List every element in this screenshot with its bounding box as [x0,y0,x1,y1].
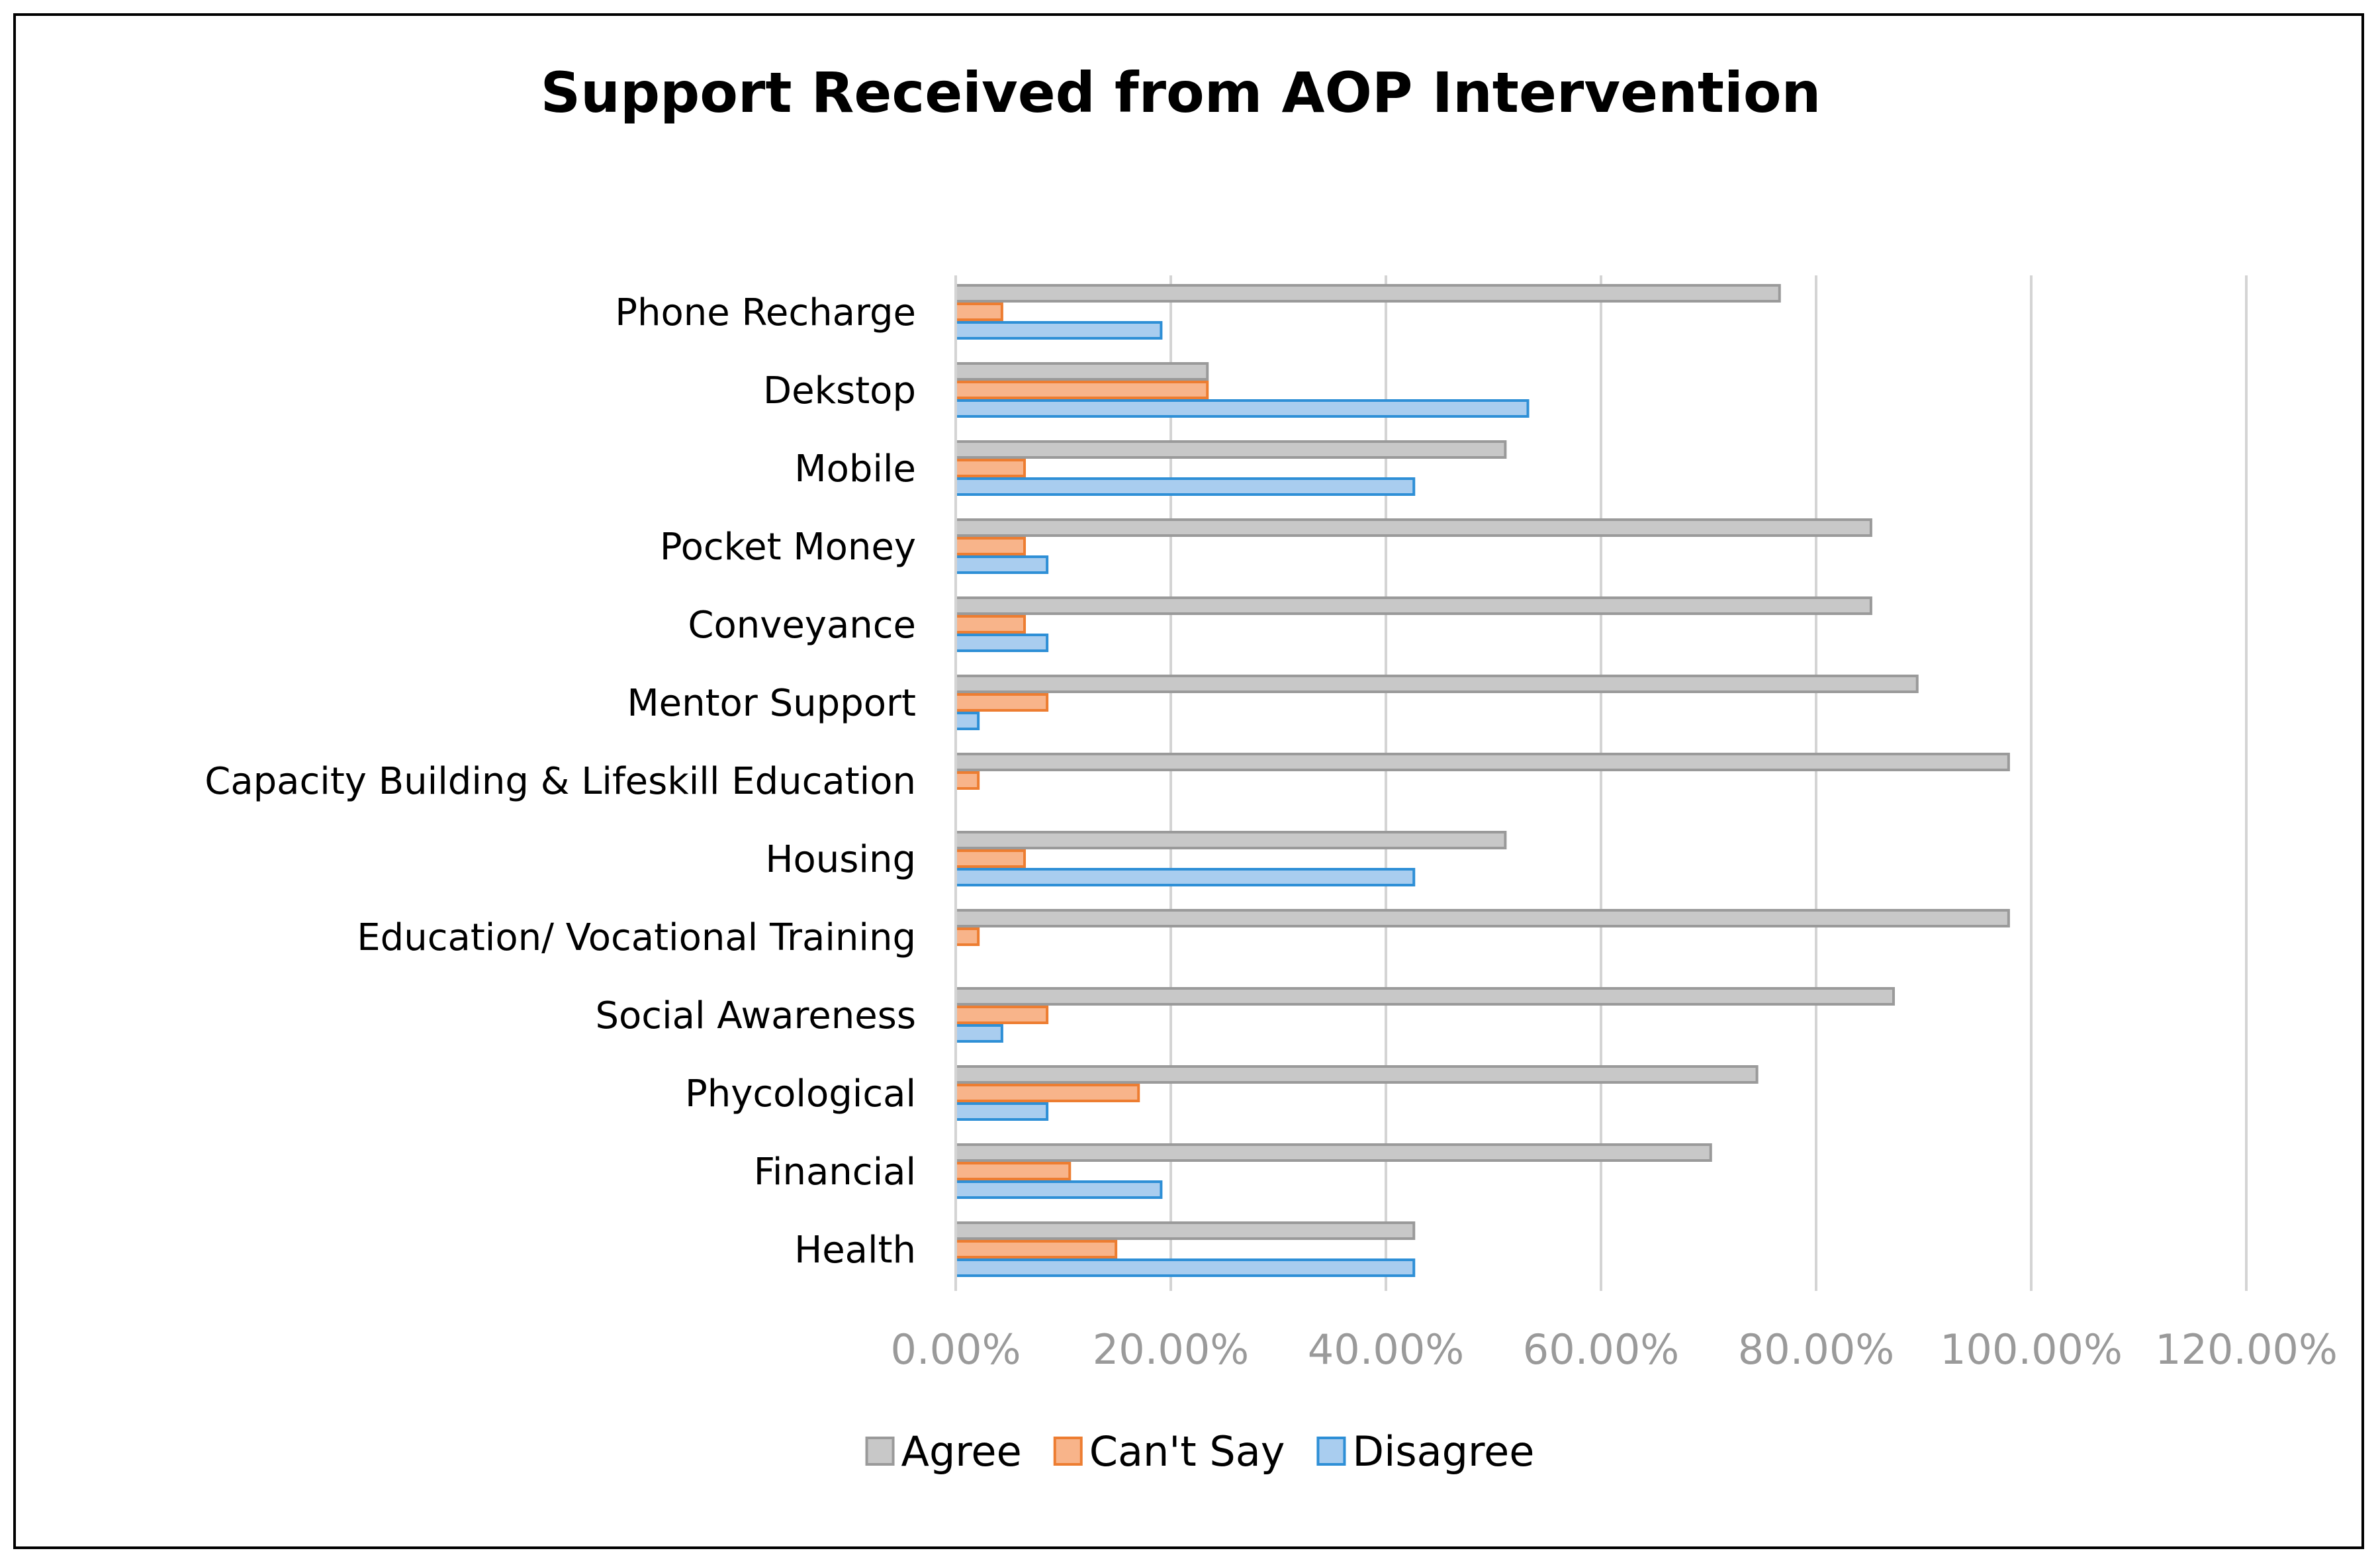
bar-disagree-dekstop [954,399,1530,418]
bar-group-conveyance [954,596,1872,652]
legend: Agree Can't Say Disagree [865,1427,1534,1476]
bar-agree-capacity-building-lifeskill-education [954,753,2010,771]
bar-can-t-say-dekstop [954,381,1209,399]
x-tick-label: 40.00% [1308,1325,1464,1374]
legend-swatch-disagree [1316,1437,1346,1466]
bar-can-t-say-housing [954,849,1026,868]
category-label: Phone Recharge [615,291,916,334]
bar-disagree-phycological [954,1102,1049,1121]
legend-swatch-can-t-say [1053,1437,1083,1466]
bar-group-capacity-building-lifeskill-education [954,753,2010,790]
bar-agree-phycological [954,1065,1759,1084]
legend-label-agree: Agree [901,1427,1022,1476]
bar-agree-housing [954,831,1507,849]
x-tick-label: 0.00% [891,1325,1021,1374]
bar-disagree-financial [954,1180,1163,1199]
bar-can-t-say-phone-recharge [954,303,1003,321]
category-label: Health [794,1229,916,1272]
bar-disagree-phone-recharge [954,321,1163,340]
bar-can-t-say-mobile [954,459,1026,477]
grid-lines [1169,275,2248,1291]
bar-can-t-say-mentor-support [954,693,1049,712]
bar-group-housing [954,831,1507,886]
x-tick-label: 80.00% [1738,1325,1894,1374]
bar-group-education-vocational-training [954,909,2010,946]
bar-group-phone-recharge [954,284,1781,340]
chart-title: Support Received from AOP Intervention [541,60,1821,125]
bar-disagree-pocket-money [954,555,1049,574]
category-label: Dekstop [763,369,916,412]
bar-group-mentor-support [954,675,1919,730]
legend-item-agree: Agree [865,1427,1022,1476]
category-label: Phycological [685,1072,916,1115]
legend-item-can-t-say: Can't Say [1053,1427,1285,1476]
bar-agree-pocket-money [954,518,1872,537]
x-axis-tick-labels: 0.00% 20.00% 40.00% 60.00% 80.00% 100.00% 120.… [891,1325,2338,1374]
category-label: Social Awareness [595,994,916,1037]
x-tick-label: 20.00% [1093,1325,1249,1374]
bar-group-dekstop [954,362,1530,418]
bar-group-social-awareness [954,987,1895,1043]
x-tick-label: 120.00% [2155,1325,2338,1374]
bar-can-t-say-pocket-money [954,537,1026,555]
bar-disagree-mentor-support [954,712,980,730]
bar-agree-dekstop [954,362,1209,381]
bar-can-t-say-education-vocational-training [954,927,980,946]
bar-group-financial [954,1143,1712,1199]
bar-agree-education-vocational-training [954,909,2010,927]
bar-agree-phone-recharge [954,284,1781,303]
bar-can-t-say-financial [954,1162,1072,1180]
bar-disagree-social-awareness [954,1024,1003,1043]
category-label: Mobile [794,448,916,491]
bar-disagree-health [954,1258,1416,1277]
chart-frame: Support Received from AOP Intervention P… [13,13,2364,1549]
category-label: Mentor Support [627,682,916,725]
bar-disagree-conveyance [954,634,1049,652]
bar-agree-health [954,1221,1416,1240]
bar-group-phycological [954,1065,1759,1121]
legend-item-disagree: Disagree [1316,1427,1534,1476]
bars [954,284,2010,1277]
category-label: Housing [765,838,916,881]
bar-group-mobile [954,440,1507,496]
bar-can-t-say-phycological [954,1084,1140,1102]
bar-disagree-mobile [954,477,1416,496]
bar-group-pocket-money [954,518,1872,574]
legend-label-can-t-say: Can't Say [1089,1427,1285,1476]
bar-can-t-say-health [954,1240,1118,1258]
bar-agree-financial [954,1143,1712,1162]
bar-disagree-housing [954,868,1416,886]
category-label: Conveyance [688,604,916,647]
bar-chart: Support Received from AOP Intervention P… [205,60,2338,1476]
bar-group-health [954,1221,1416,1277]
bar-agree-mentor-support [954,675,1919,693]
bar-can-t-say-social-awareness [954,1006,1049,1024]
bar-agree-conveyance [954,596,1872,615]
category-label: Pocket Money [660,526,916,569]
legend-swatch-agree [865,1437,895,1466]
bar-agree-mobile [954,440,1507,459]
bar-agree-social-awareness [954,987,1895,1006]
category-label: Education/ Vocational Training [357,916,916,959]
legend-label-disagree: Disagree [1352,1427,1534,1476]
category-label: Capacity Building & Lifeskill Education [205,760,916,803]
bar-can-t-say-capacity-building-lifeskill-education [954,771,980,790]
x-tick-label: 100.00% [1940,1325,2123,1374]
category-label: Financial [754,1151,916,1194]
bar-can-t-say-conveyance [954,615,1026,634]
x-tick-label: 60.00% [1523,1325,1679,1374]
category-labels: Phone Recharge Dekstop Mobile Pocket Money C… [205,291,916,1272]
